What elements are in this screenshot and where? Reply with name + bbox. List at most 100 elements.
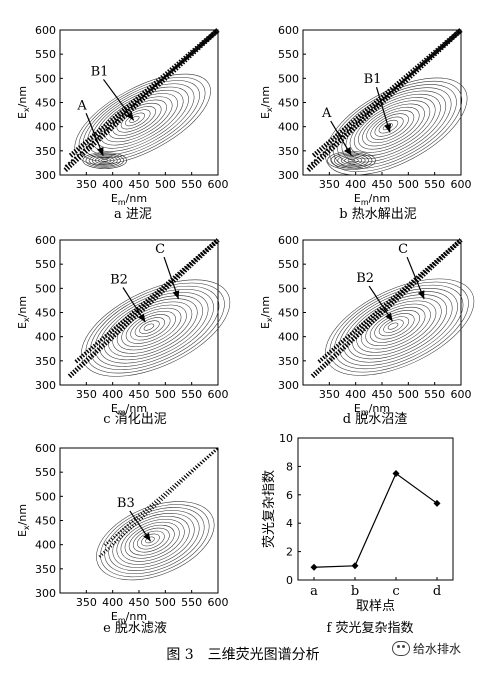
contour-line — [101, 159, 109, 162]
chart-c: 350 400 450 500 550 600 300 350 400 450 500 550 600 E… — [16, 234, 231, 417]
scatter-band — [103, 446, 219, 547]
contour-line — [116, 106, 156, 133]
caption-a: a 进泥 — [114, 207, 152, 222]
panel-d: 350 400 450 500 550 600 300 350 400 450 500 550 600 E… — [243, 210, 486, 417]
y-tick-label: 550 — [35, 258, 56, 271]
y-tick-label: 10 — [279, 432, 293, 445]
chart-f: 0 2 4 6 8 10 a b c d 取样点 荧光复杂指数 — [262, 432, 454, 614]
peak-label: C — [155, 242, 165, 257]
y-tick-label: 350 — [35, 563, 56, 576]
x-tick-label: 600 — [451, 178, 472, 191]
x-tick-label: 350 — [76, 596, 97, 609]
arrowhead — [417, 290, 425, 299]
x-tick-label: 400 — [102, 596, 123, 609]
x-tick-label: 350 — [76, 178, 97, 191]
scatter-band — [317, 238, 463, 364]
contour-line — [365, 306, 426, 347]
x-tick-label: 550 — [181, 596, 202, 609]
arrowhead — [126, 111, 134, 121]
x-tick-label: 550 — [424, 388, 445, 401]
peak-label: C — [398, 242, 408, 257]
contour-line — [338, 288, 458, 366]
x-tick-label: 500 — [398, 178, 419, 191]
y-tick-label: 600 — [278, 24, 299, 37]
x-tick-label: 500 — [155, 388, 176, 401]
y-tick-label: 350 — [278, 145, 299, 158]
y-tick-label: 2 — [286, 546, 293, 559]
x-axis-label: Em/nm — [111, 192, 147, 207]
panel-e: 350 400 450 500 550 600 300 350 400 450 500 550 600 E… — [0, 418, 243, 625]
data-point — [351, 562, 359, 570]
arrowhead — [385, 312, 393, 322]
contour-line — [85, 282, 225, 374]
contour-line — [108, 99, 167, 139]
contour-line — [96, 501, 215, 581]
contour-line — [343, 291, 453, 363]
y-tick-label: 350 — [35, 145, 56, 158]
arrowhead — [172, 290, 180, 299]
y-tick-label: 4 — [286, 517, 293, 530]
peak-label: A — [76, 98, 87, 113]
panel-a: 350 400 450 500 550 600 300 350 400 450 500 550 600 E… — [0, 0, 243, 207]
scatter-band — [311, 28, 463, 158]
contour-line — [334, 153, 369, 168]
contour-line — [128, 524, 175, 556]
contour-line — [81, 279, 231, 377]
peak-label: A — [321, 106, 332, 121]
panel-c: 350 400 450 500 550 600 300 350 400 450 500 550 600 E… — [0, 210, 243, 417]
y-tick-label: 550 — [278, 258, 299, 271]
contour-line — [98, 292, 209, 364]
contour-line — [143, 323, 155, 331]
figure-caption: 图 3 三维荧光图谱分析 — [166, 647, 320, 663]
arrowhead — [143, 532, 151, 542]
x-tick-label: 450 — [372, 388, 393, 401]
y-tick-label: 600 — [35, 24, 56, 37]
chart-e: 350 400 450 500 550 600 300 350 400 450 500 550 600 E… — [16, 442, 229, 625]
contour-line — [129, 115, 140, 123]
y-axis-label: 荧光复杂指数 — [262, 470, 277, 548]
x-tick-label: 600 — [451, 388, 472, 401]
y-tick-label: 6 — [286, 489, 293, 502]
arrowhead — [138, 313, 146, 323]
contour-line — [387, 322, 399, 330]
contour-line — [82, 152, 128, 169]
x-tick-label: 400 — [102, 178, 123, 191]
y-tick-label: 450 — [35, 97, 56, 110]
arrowhead — [344, 147, 352, 156]
data-point — [433, 499, 441, 507]
contour-line — [120, 109, 151, 130]
contour-line — [333, 84, 457, 169]
y-tick-label: 550 — [35, 466, 56, 479]
y-tick-label: 300 — [35, 587, 56, 600]
contour-line — [330, 152, 373, 169]
x-axis-label: Em/nm — [111, 402, 147, 417]
y-axis-label: Ex/nm — [259, 296, 274, 329]
y-axis-label: Ex/nm — [16, 86, 31, 119]
contour-line — [120, 518, 185, 562]
contour-line — [362, 106, 420, 147]
contour-line — [347, 158, 356, 163]
contour-line — [99, 93, 178, 146]
y-axis-label: Ex/nm — [16, 296, 31, 329]
contour-line — [141, 533, 160, 547]
contour-line — [130, 314, 171, 341]
contour-line — [85, 153, 124, 168]
x-tick-label: 450 — [372, 178, 393, 191]
contour-line — [90, 285, 220, 371]
peak-label: B1 — [364, 72, 382, 87]
contour-line — [125, 112, 145, 127]
x-tick-label: 400 — [345, 178, 366, 191]
contour-line — [125, 311, 176, 344]
y-tick-label: 500 — [278, 72, 299, 85]
contour-line — [132, 527, 170, 553]
contour-group — [325, 77, 468, 176]
caption-b: b 热水解出泥 — [339, 207, 417, 222]
contour-line — [107, 298, 198, 357]
x-axis-label: 取样点 — [356, 599, 395, 614]
contour-line — [116, 304, 187, 351]
contour-line — [104, 507, 205, 575]
contour-line — [325, 278, 475, 376]
contour-line — [344, 157, 359, 164]
chart-b: 350 400 450 500 550 600 300 350 400 450 500 550 600 E… — [259, 24, 472, 207]
y-tick-label: 400 — [35, 539, 56, 552]
